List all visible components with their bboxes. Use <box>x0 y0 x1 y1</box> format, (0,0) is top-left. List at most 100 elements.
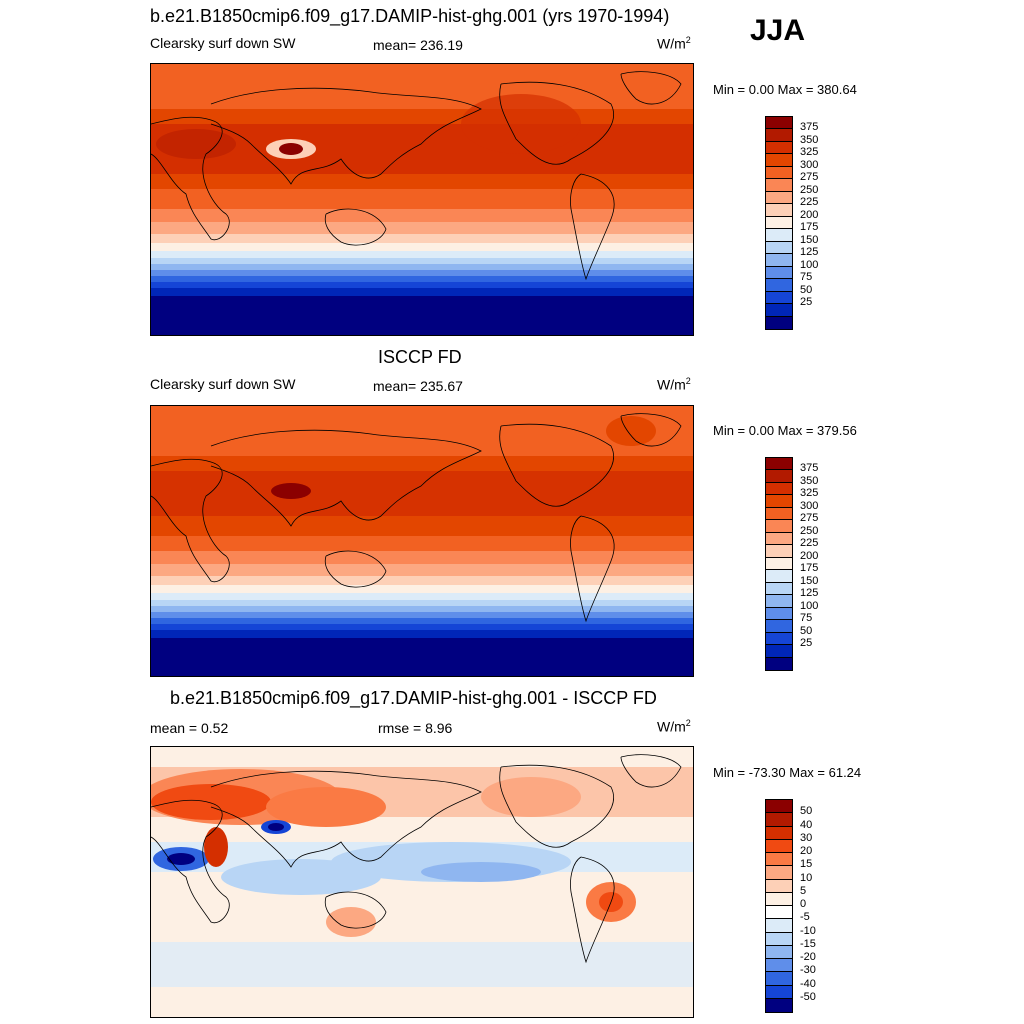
colorbar-segment <box>766 645 792 658</box>
colorbar-tick-label: 50 <box>800 624 813 637</box>
panel2-map-svg <box>151 406 693 676</box>
colorbar-segment <box>766 570 792 583</box>
colorbar-tick-label: 225 <box>800 537 819 550</box>
panel3-unit-label: W/m2 <box>657 718 691 735</box>
colorbar-tick-label: 175 <box>800 562 819 575</box>
colorbar-tick-label: 250 <box>800 524 819 537</box>
colorbar-segment <box>766 919 792 933</box>
colorbar-segment <box>766 154 792 167</box>
colorbar-segment <box>766 141 792 155</box>
colorbar-segment <box>766 191 792 205</box>
colorbar-segment <box>766 972 792 986</box>
colorbar-segment <box>766 470 792 483</box>
colorbar-segment <box>766 985 792 999</box>
colorbar-tick-label: 200 <box>800 208 819 221</box>
colorbar-tick-label: 20 <box>800 845 813 857</box>
colorbar-tick-label: -20 <box>800 951 816 963</box>
panel2-colorbar <box>765 457 793 671</box>
colorbar-tick-label: 25 <box>800 296 813 309</box>
panel2-variable-label: Clearsky surf down SW <box>150 376 296 392</box>
colorbar-tick-label: 375 <box>800 462 819 475</box>
colorbar-segment <box>766 304 792 317</box>
panel3-title: b.e21.B1850cmip6.f09_g17.DAMIP-hist-ghg.… <box>170 688 657 708</box>
colorbar-tick-label: -40 <box>800 977 816 990</box>
colorbar-tick-label: 350 <box>800 133 819 146</box>
panel3-map <box>150 746 694 1018</box>
colorbar-tick-label: 275 <box>800 512 819 525</box>
panel1-map <box>150 63 694 336</box>
colorbar-segment <box>766 620 792 633</box>
panel3-colorbar <box>765 799 793 1013</box>
colorbar-tick-label: 50 <box>800 283 813 296</box>
panel1-title: b.e21.B1850cmip6.f09_g17.DAMIP-hist-ghg.… <box>150 6 670 26</box>
colorbar-segment <box>766 507 792 521</box>
colorbar-tick-label: 150 <box>800 574 819 587</box>
colorbar-tick-label: 75 <box>800 612 813 625</box>
colorbar-tick-label: -5 <box>800 911 810 924</box>
colorbar-tick-label: 350 <box>800 474 819 487</box>
colorbar-tick-label: 300 <box>800 499 819 512</box>
panel1-minmax: Min = 0.00 Max = 380.64 <box>713 82 857 97</box>
colorbar-segment <box>766 495 792 508</box>
colorbar-segment <box>766 117 792 130</box>
colorbar-tick-label: 225 <box>800 196 819 209</box>
colorbar-tick-label: 75 <box>800 271 813 284</box>
panel3-minmax: Min = -73.30 Max = 61.24 <box>713 765 862 780</box>
panel2-mean-label: mean= 235.67 <box>373 378 463 394</box>
colorbar-segment <box>766 458 792 471</box>
colorbar-segment <box>766 254 792 267</box>
season-label: JJA <box>750 14 806 47</box>
colorbar-tick-label: 0 <box>800 898 807 910</box>
panel3-map-svg <box>151 747 693 1017</box>
colorbar-segment <box>766 959 792 973</box>
panel1-variable-label: Clearsky surf down SW <box>150 35 296 51</box>
colorbar-segment <box>766 853 792 867</box>
colorbar-segment <box>766 582 792 596</box>
panel1-colorbar <box>765 116 793 330</box>
colorbar-segment <box>766 532 792 546</box>
colorbar-segment <box>766 839 792 853</box>
colorbar-segment <box>766 595 792 608</box>
panel3-rmse-label: rmse = 8.96 <box>378 720 453 736</box>
colorbar-tick-label: 125 <box>800 246 819 259</box>
colorbar-segment <box>766 813 792 827</box>
colorbar-segment <box>766 166 792 180</box>
colorbar-segment <box>766 316 792 329</box>
panel1-mean-label: mean= 236.19 <box>373 37 463 53</box>
panel2-title: ISCCP FD <box>378 347 462 367</box>
colorbar-segment <box>766 229 792 242</box>
panel1-unit-label: W/m2 <box>657 35 691 52</box>
colorbar-segment <box>766 520 792 533</box>
panel2-map <box>150 405 694 677</box>
colorbar-segment <box>766 482 792 496</box>
colorbar-segment <box>766 545 792 558</box>
colorbar-tick-label: 15 <box>800 858 813 871</box>
panel2-unit-label: W/m2 <box>657 376 691 393</box>
colorbar-tick-label: 50 <box>800 805 813 818</box>
colorbar-segment <box>766 657 792 670</box>
colorbar-tick-label: 300 <box>800 158 819 171</box>
colorbar-tick-label: 150 <box>800 233 819 246</box>
colorbar-segment <box>766 800 792 814</box>
colorbar-segment <box>766 179 792 192</box>
colorbar-tick-label: 30 <box>800 831 813 844</box>
colorbar-segment <box>766 945 792 959</box>
colorbar-tick-label: 275 <box>800 171 819 184</box>
colorbar-segment <box>766 204 792 217</box>
colorbar-tick-label: 175 <box>800 221 819 234</box>
colorbar-tick-label: -50 <box>800 990 816 1003</box>
colorbar-segment <box>766 826 792 840</box>
colorbar-tick-label: 100 <box>800 258 819 271</box>
colorbar-segment <box>766 241 792 255</box>
colorbar-tick-label: 25 <box>800 637 813 650</box>
colorbar-segment <box>766 866 792 880</box>
colorbar-segment <box>766 879 792 893</box>
colorbar-segment <box>766 291 792 305</box>
colorbar-tick-label: 325 <box>800 146 819 159</box>
colorbar-segment <box>766 607 792 621</box>
colorbar-segment <box>766 266 792 280</box>
colorbar-tick-label: 325 <box>800 487 819 500</box>
colorbar-segment <box>766 557 792 571</box>
colorbar-tick-label: 5 <box>800 884 807 897</box>
colorbar-segment <box>766 632 792 646</box>
